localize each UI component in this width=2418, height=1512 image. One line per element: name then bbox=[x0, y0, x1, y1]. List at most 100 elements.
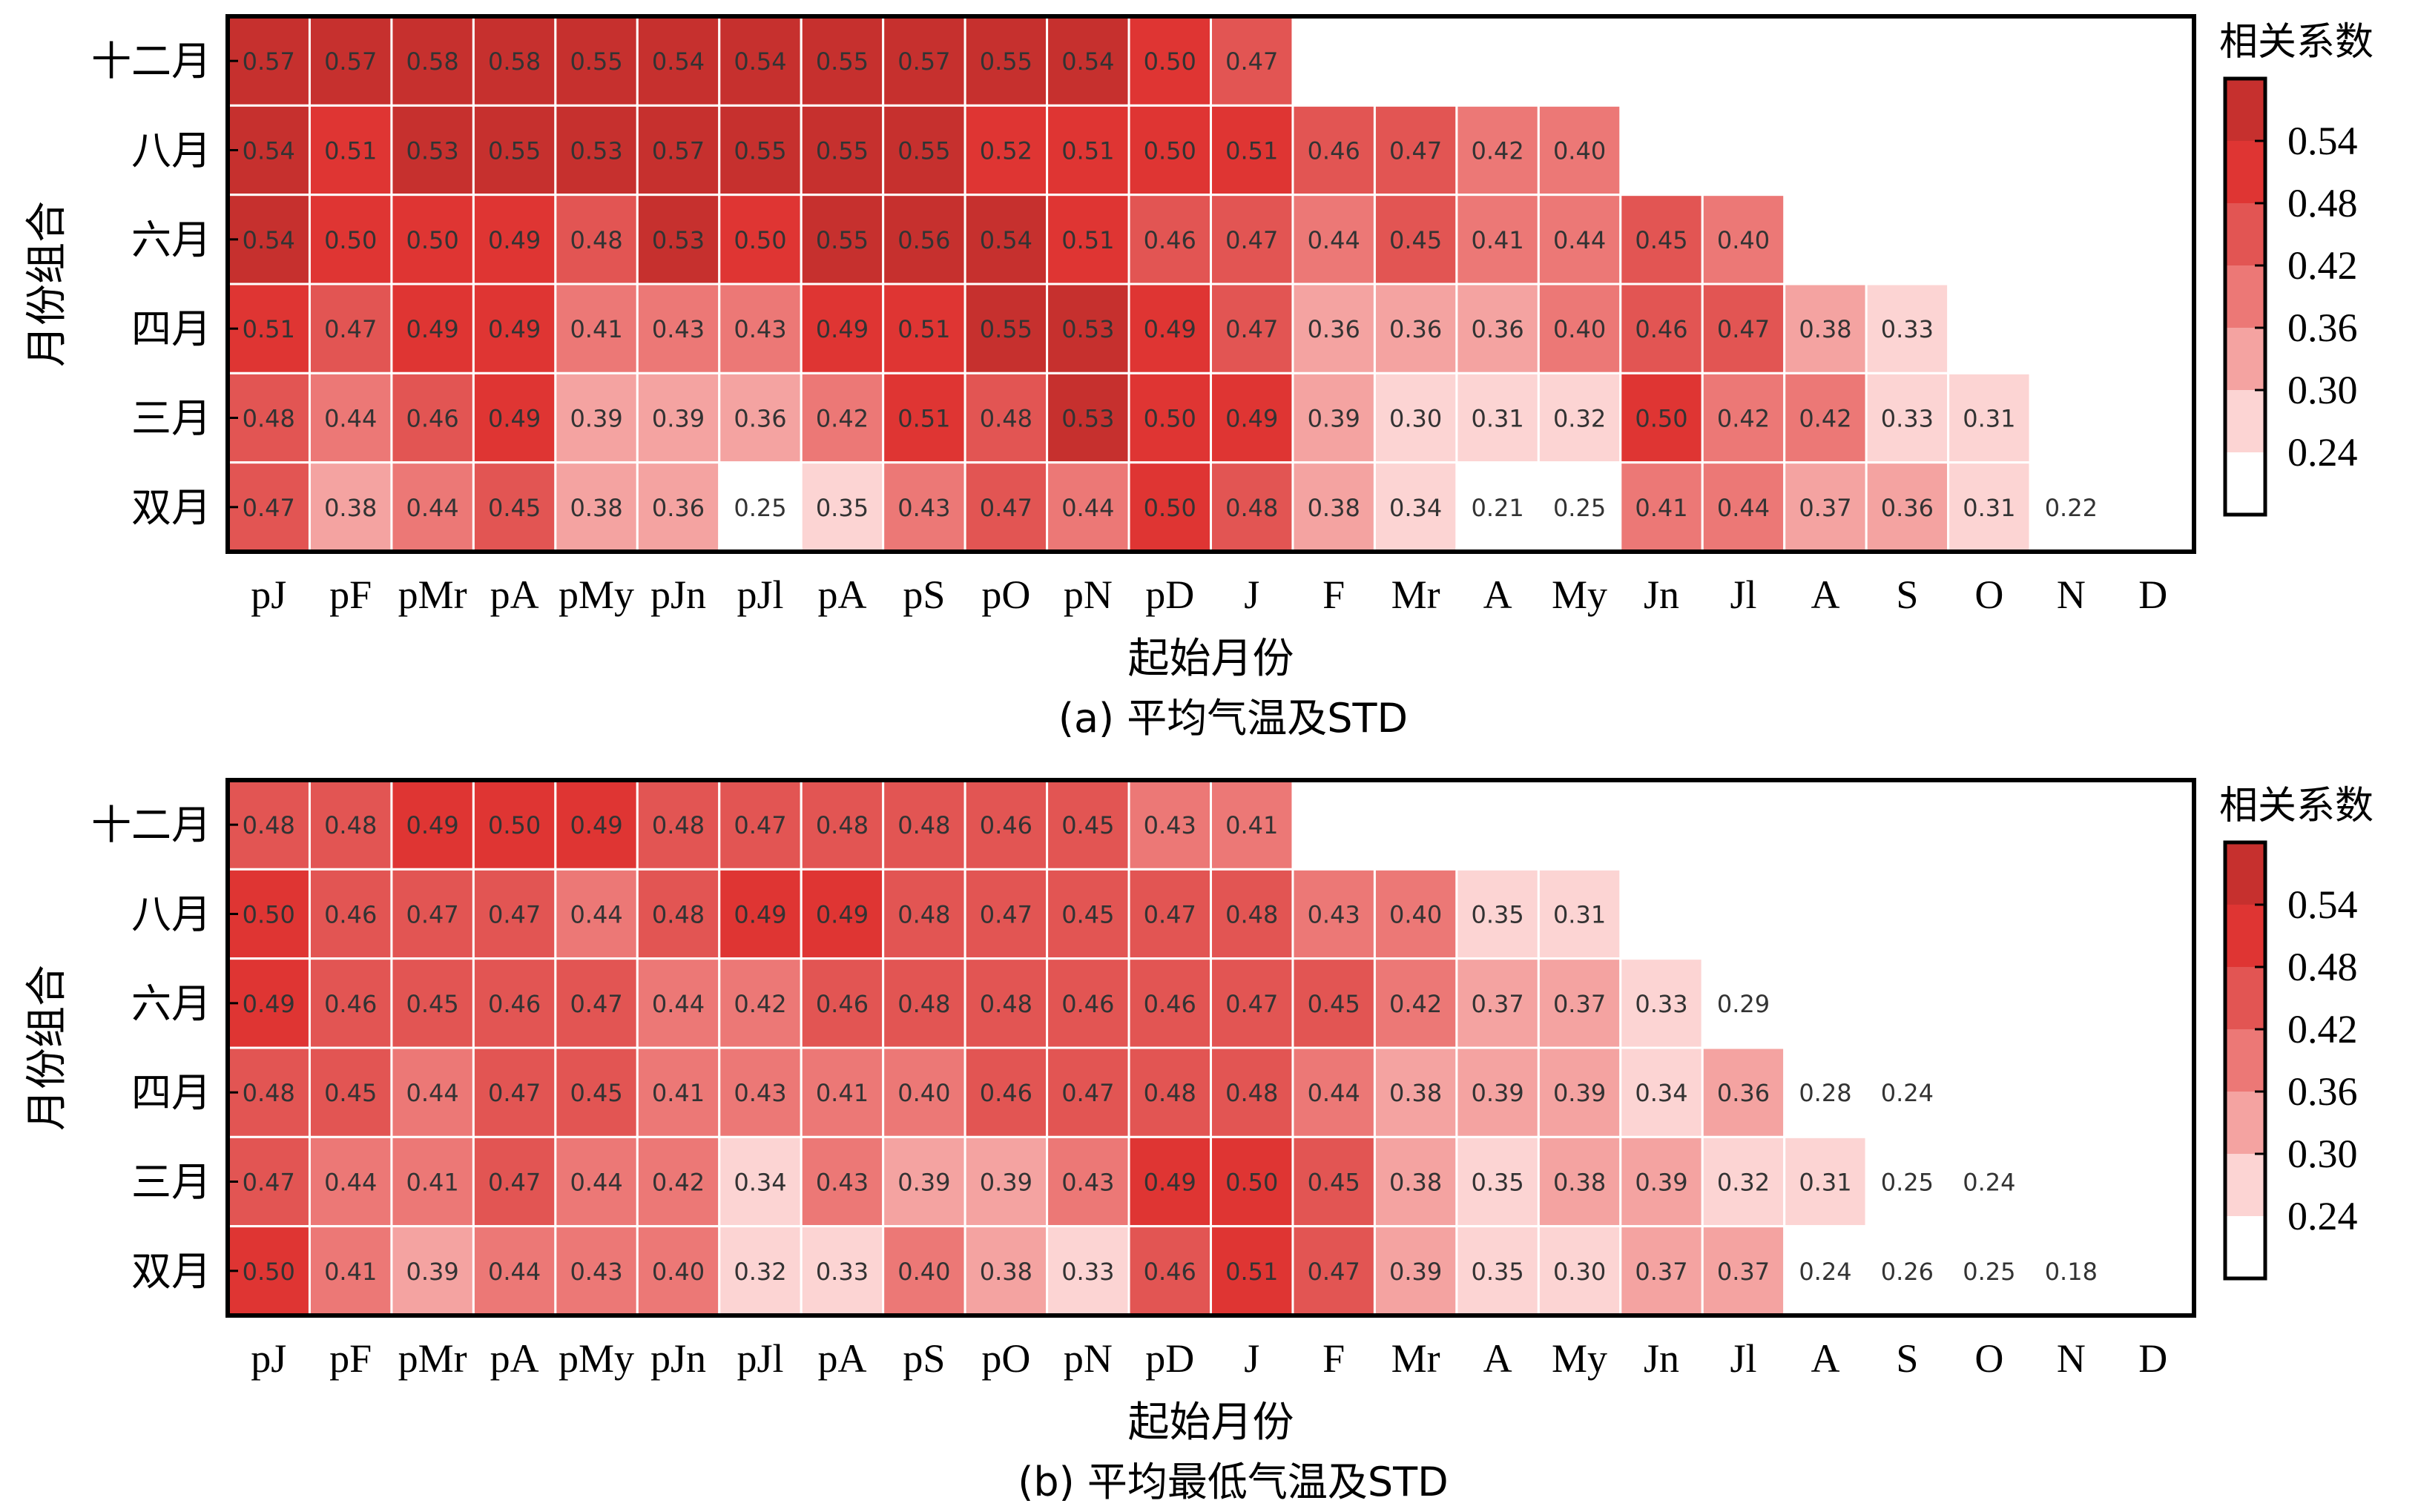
x-tick-label: pA bbox=[490, 1336, 539, 1381]
heatmap-cell bbox=[1127, 15, 1212, 107]
cell-value-label: 0.25 bbox=[1963, 1258, 2015, 1286]
heatmap-cell bbox=[554, 283, 639, 374]
heatmap-cell bbox=[718, 194, 803, 285]
cell-value-label: 0.51 bbox=[324, 137, 377, 165]
x-tick-label: pJl bbox=[737, 572, 783, 617]
heatmap-cell bbox=[718, 1135, 803, 1228]
heatmap-cell bbox=[1046, 1225, 1130, 1317]
x-axis-title: 起始月份 bbox=[1128, 1399, 1294, 1447]
y-tick-label: 三月 bbox=[131, 1159, 211, 1206]
x-tick-label: pJn bbox=[650, 1336, 706, 1381]
cell-value-label: 0.39 bbox=[1389, 1258, 1442, 1286]
heatmap-cell bbox=[1537, 868, 1622, 960]
cell-value-label: 0.47 bbox=[488, 901, 541, 929]
cell-value-label: 0.49 bbox=[243, 990, 295, 1018]
cell-value-label: 0.44 bbox=[488, 1258, 541, 1286]
heatmap-cell bbox=[226, 1225, 311, 1317]
y-axis-title: 月份组合 bbox=[23, 965, 71, 1131]
cell-value-label: 0.33 bbox=[1061, 1258, 1114, 1286]
x-tick-label: My bbox=[1552, 572, 1607, 617]
heatmap-cell bbox=[390, 957, 475, 1049]
cell-value-label: 0.34 bbox=[1635, 1079, 1687, 1107]
heatmap-cell bbox=[1127, 283, 1212, 374]
cell-value-label: 0.49 bbox=[488, 315, 541, 343]
panel-caption: (a) 平均气温及STD bbox=[1058, 695, 1408, 742]
heatmap-cell bbox=[718, 372, 803, 464]
cell-value-label: 0.56 bbox=[897, 226, 950, 254]
heatmap-cell bbox=[1455, 194, 1540, 285]
cell-value-label: 0.44 bbox=[652, 990, 705, 1018]
heatmap-cell bbox=[1373, 1225, 1458, 1317]
cell-value-label: 0.42 bbox=[734, 990, 786, 1018]
cell-value-label: 0.47 bbox=[1061, 1079, 1114, 1107]
y-tick-label: 四月 bbox=[131, 1069, 211, 1116]
cell-value-label: 0.50 bbox=[488, 811, 541, 839]
cell-value-label: 0.50 bbox=[1144, 405, 1196, 433]
heatmap-cell bbox=[1537, 957, 1622, 1049]
heatmap-cell bbox=[1783, 1135, 1868, 1228]
heatmap-cell bbox=[882, 779, 966, 871]
x-tick-label: pJ bbox=[251, 572, 286, 617]
cell-value-label: 0.49 bbox=[1144, 315, 1196, 343]
y-tick-label: 三月 bbox=[131, 395, 211, 442]
cell-value-label: 0.30 bbox=[1553, 1258, 1606, 1286]
cell-value-label: 0.39 bbox=[1553, 1079, 1606, 1107]
heatmap-cell bbox=[1127, 868, 1212, 960]
cell-value-label: 0.45 bbox=[1389, 226, 1442, 254]
cell-value-label: 0.45 bbox=[1061, 811, 1114, 839]
cell-value-label: 0.48 bbox=[897, 811, 950, 839]
x-tick-label: pMy bbox=[559, 572, 634, 617]
cell-value-label: 0.44 bbox=[570, 1169, 622, 1197]
heatmap-cell bbox=[1127, 1225, 1212, 1317]
heatmap-cell bbox=[1701, 283, 1786, 374]
heatmap-cell bbox=[800, 372, 885, 464]
heatmap-cell bbox=[472, 957, 557, 1049]
cell-value-label: 0.48 bbox=[897, 990, 950, 1018]
heatmap-cell bbox=[1701, 194, 1786, 285]
heatmap-cell bbox=[1455, 461, 1540, 553]
cell-value-label: 0.45 bbox=[570, 1079, 622, 1107]
cell-value-label: 0.53 bbox=[406, 137, 459, 165]
cell-value-label: 0.47 bbox=[1225, 47, 1278, 76]
cell-value-label: 0.49 bbox=[816, 315, 869, 343]
heatmap-cell bbox=[1291, 372, 1376, 464]
heatmap-cell bbox=[800, 868, 885, 960]
cell-value-label: 0.55 bbox=[734, 137, 786, 165]
x-tick-label: pF bbox=[329, 1336, 372, 1381]
heatmap-cell bbox=[800, 1225, 885, 1317]
heatmap-cell bbox=[1865, 283, 1950, 374]
cell-value-label: 0.44 bbox=[1308, 226, 1360, 254]
x-tick-label: pA bbox=[490, 572, 539, 617]
cell-value-label: 0.48 bbox=[1225, 901, 1278, 929]
x-tick-label: A bbox=[1811, 572, 1839, 617]
heatmap-cell bbox=[1210, 957, 1294, 1049]
cell-value-label: 0.43 bbox=[652, 315, 705, 343]
cell-value-label: 0.45 bbox=[1308, 1169, 1360, 1197]
x-tick-label: D bbox=[2138, 572, 2167, 617]
cell-value-label: 0.25 bbox=[734, 494, 786, 522]
cell-value-label: 0.55 bbox=[570, 47, 622, 76]
heatmap-cell bbox=[1046, 1046, 1130, 1138]
cell-value-label: 0.44 bbox=[1717, 494, 1770, 522]
x-tick-label: Mr bbox=[1391, 1336, 1440, 1381]
cell-value-label: 0.46 bbox=[1144, 226, 1196, 254]
cell-value-label: 0.31 bbox=[1471, 405, 1523, 433]
cell-value-label: 0.47 bbox=[980, 901, 1032, 929]
cell-value-label: 0.47 bbox=[570, 990, 622, 1018]
cell-value-label: 0.52 bbox=[980, 137, 1032, 165]
colorbar: 0.54 0.48 0.42 0.36 0.30 0.24 相关系数 bbox=[2219, 20, 2373, 517]
cell-value-label: 0.46 bbox=[1308, 137, 1360, 165]
cell-value-label: 0.50 bbox=[406, 226, 459, 254]
cell-value-label: 0.38 bbox=[1799, 315, 1851, 343]
colorbar-swatch bbox=[2225, 967, 2265, 1030]
cell-value-label: 0.49 bbox=[734, 901, 786, 929]
cell-value-label: 0.48 bbox=[897, 901, 950, 929]
cell-value-label: 0.43 bbox=[734, 1079, 786, 1107]
cell-value-label: 0.42 bbox=[816, 405, 869, 433]
x-tick-label: N bbox=[2057, 1336, 2086, 1381]
cell-value-label: 0.48 bbox=[570, 226, 622, 254]
heatmap-cell bbox=[1865, 372, 1950, 464]
cell-value-label: 0.36 bbox=[1471, 315, 1523, 343]
heatmap-cell bbox=[636, 104, 721, 197]
cell-value-label: 0.37 bbox=[1799, 494, 1851, 522]
